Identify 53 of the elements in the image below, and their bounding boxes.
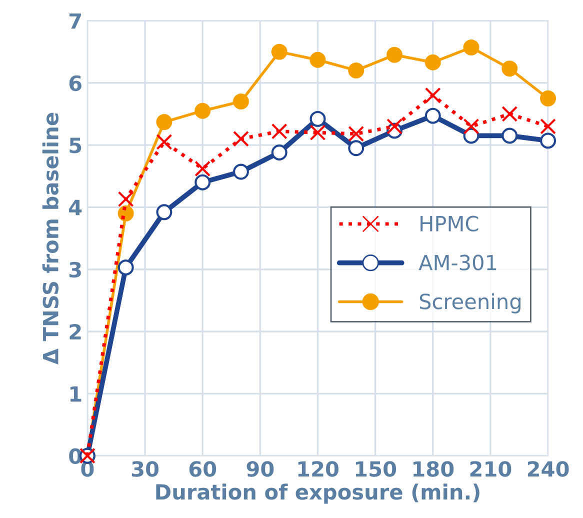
x-tick-label: 180 <box>413 461 454 477</box>
y-tick-label: 5 <box>70 138 82 154</box>
point <box>271 144 288 160</box>
x-tick-label: 30 <box>132 461 159 477</box>
point <box>386 118 402 134</box>
point <box>194 160 211 177</box>
x-tick-label: 210 <box>470 461 512 477</box>
point <box>463 39 480 56</box>
point <box>156 134 172 150</box>
point <box>502 128 518 144</box>
point <box>156 114 172 130</box>
point <box>271 123 288 140</box>
point <box>310 124 326 141</box>
point <box>232 164 249 180</box>
x-tick-label: 90 <box>246 461 274 477</box>
x-tick-label: 120 <box>298 461 338 477</box>
y-tick-label: 4 <box>69 200 82 216</box>
point <box>194 102 211 119</box>
y-tick-label: 2 <box>70 324 81 340</box>
point <box>232 94 249 110</box>
point <box>348 140 364 156</box>
y-tick-label: 6 <box>69 75 82 92</box>
point <box>386 46 402 63</box>
point <box>348 62 364 78</box>
point <box>424 108 441 124</box>
point <box>118 260 134 276</box>
point <box>463 118 480 134</box>
point <box>424 54 441 70</box>
legend-label: AM-301 <box>418 254 496 270</box>
point <box>424 87 441 104</box>
point <box>271 44 288 60</box>
point <box>540 118 556 134</box>
point <box>156 204 172 220</box>
point <box>348 126 364 142</box>
x-tick-label: 240 <box>528 461 569 477</box>
x-axis-title: Duration of exposure (min.) <box>156 484 480 504</box>
point <box>118 191 134 208</box>
y-axis-title: Δ TNSS from baseline <box>42 112 58 365</box>
x-tick-label: 150 <box>356 461 396 477</box>
point <box>194 174 211 190</box>
point <box>502 106 518 122</box>
x-tick-label: 60 <box>189 461 216 477</box>
legend-label: HPMC <box>420 216 478 232</box>
point <box>540 90 556 106</box>
y-tick-label: 3 <box>69 262 81 278</box>
point <box>310 110 326 127</box>
y-tick-label: 7 <box>69 13 81 29</box>
point <box>310 52 326 68</box>
point <box>540 132 556 149</box>
legend-label: Screening <box>420 293 520 314</box>
point <box>232 130 249 147</box>
y-tick-label: 1 <box>70 386 82 402</box>
point <box>502 60 518 77</box>
